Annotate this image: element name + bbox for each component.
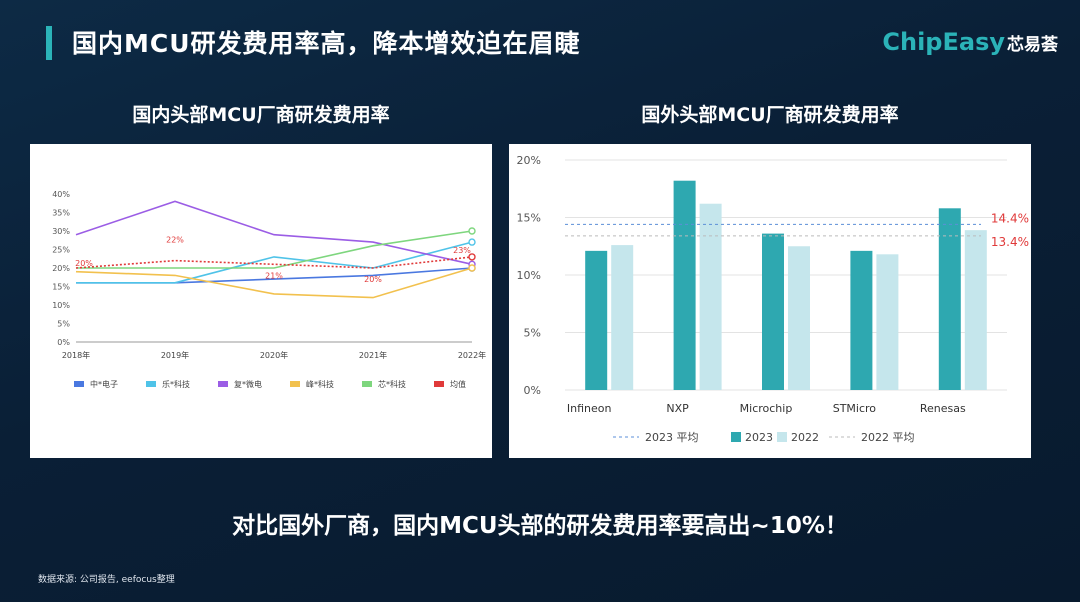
legend-swatch-5 [434, 381, 444, 387]
series-line-1 [76, 241, 473, 284]
brand-logo-text: ChipEasy [882, 28, 1005, 56]
legend-label-avg2022: 2022 平均 [861, 431, 915, 444]
legend-swatch-2022 [777, 432, 787, 442]
bar-2023 [850, 250, 873, 390]
brand-logo-cn: 芯易荟 [1007, 35, 1058, 55]
legend-label-0: 中*电子 [90, 379, 118, 389]
y-tick-label: 30% [52, 227, 70, 236]
legend-swatch-2 [218, 381, 228, 387]
legend-label-1: 乐*科技 [162, 379, 190, 389]
legend-label-5: 均值 [450, 379, 466, 389]
y-tick-label: 15% [52, 283, 70, 292]
series-line-3 [75, 267, 473, 299]
y-tick-label: 15% [517, 212, 541, 225]
mean-data-label: 21% [265, 271, 283, 280]
y-tick-label: 20% [52, 264, 70, 273]
page-title: 国内MCU研发费用率高，降本增效迫在眉睫 [72, 29, 581, 58]
domestic-line-chart: 0% 5% 10% 15% 20% 25% 30% 35% 40% 2018年 2019年 2020年… [52, 190, 486, 389]
legend-label-4: 芯*科技 [378, 379, 406, 389]
reference-line-label: 14.4% [991, 211, 1029, 225]
y-tick-label: 5% [57, 320, 70, 329]
y-tick-label: 25% [52, 246, 70, 255]
bar-2022 [699, 203, 722, 390]
foreign-chart-panel: 0% 5% 10% 15% 20% Infineon NXP Microchip STMicro… [509, 144, 1031, 458]
series-end-marker-3 [468, 264, 476, 272]
series-end-marker-5 [468, 253, 476, 261]
x-tick-label: STMicro [833, 402, 877, 415]
y-tick-label: 0% [57, 338, 70, 347]
mean-data-label: 20% [75, 259, 93, 268]
mean-data-label: 22% [166, 236, 184, 245]
y-tick-label: 0% [524, 384, 541, 397]
y-tick-label: 10% [517, 269, 541, 282]
x-tick-label: 2018年 [62, 350, 90, 360]
reference-line-label: 13.4% [991, 235, 1029, 249]
legend-label-2023: 2023 [745, 431, 773, 444]
legend-swatch-1 [146, 381, 156, 387]
legend-swatch-4 [362, 381, 372, 387]
x-tick-label: 2022年 [458, 350, 486, 360]
y-tick-label: 10% [52, 301, 70, 310]
bar-2023 [585, 250, 608, 390]
x-tick-label: 2021年 [359, 350, 387, 360]
bar-2023 [673, 180, 696, 390]
x-tick-label: Microchip [740, 402, 793, 415]
title-accent-bar [46, 26, 52, 60]
foreign-chart-title: 国外头部MCU厂商研发费用率 [641, 104, 899, 126]
domestic-chart-panel: 0% 5% 10% 15% 20% 25% 30% 35% 40% 2018年 2019年 2020年… [30, 144, 492, 458]
y-tick-label: 20% [517, 154, 541, 167]
conclusion-text: 对比国外厂商，国内MCU头部的研发费用率要高出~10%！ [232, 513, 848, 539]
legend-label-2022: 2022 [791, 431, 819, 444]
legend-label-3: 峰*科技 [306, 379, 334, 389]
y-tick-label: 5% [524, 327, 541, 340]
x-tick-label: Infineon [567, 402, 612, 415]
x-tick-label: Renesas [920, 402, 966, 415]
series-line-5 [75, 256, 473, 269]
legend-swatch-3 [290, 381, 300, 387]
series-end-marker-1 [468, 238, 476, 246]
x-tick-label: NXP [666, 402, 689, 415]
legend-swatch-0 [74, 381, 84, 387]
domestic-chart-title: 国内头部MCU厂商研发费用率 [132, 104, 390, 126]
foreign-bar-chart: 0% 5% 10% 15% 20% Infineon NXP Microchip STMicro… [517, 154, 1029, 444]
series-end-marker-4 [468, 227, 476, 235]
bar-2022 [788, 246, 810, 390]
y-tick-label: 35% [52, 209, 70, 218]
bar-2023 [938, 208, 961, 390]
x-tick-label: 2020年 [260, 350, 288, 360]
legend-swatch-2023 [731, 432, 741, 442]
bar-2022 [876, 254, 899, 390]
y-tick-label: 40% [52, 190, 70, 199]
brand-logo: ChipEasy 芯易荟 [882, 28, 1058, 56]
mean-data-label: 20% [364, 275, 382, 284]
bar-2022 [964, 230, 987, 390]
x-tick-label: 2019年 [161, 350, 189, 360]
legend-label-2: 复*微电 [234, 379, 262, 389]
series-line-2 [75, 200, 473, 266]
source-note: 数据来源: 公司报告, eefocus整理 [38, 575, 175, 585]
bar-2023 [762, 233, 784, 390]
mean-data-label: 23% [453, 246, 471, 255]
legend-label-avg2023: 2023 平均 [645, 431, 699, 444]
series-line-4 [76, 230, 473, 269]
bar-2022 [611, 245, 634, 390]
